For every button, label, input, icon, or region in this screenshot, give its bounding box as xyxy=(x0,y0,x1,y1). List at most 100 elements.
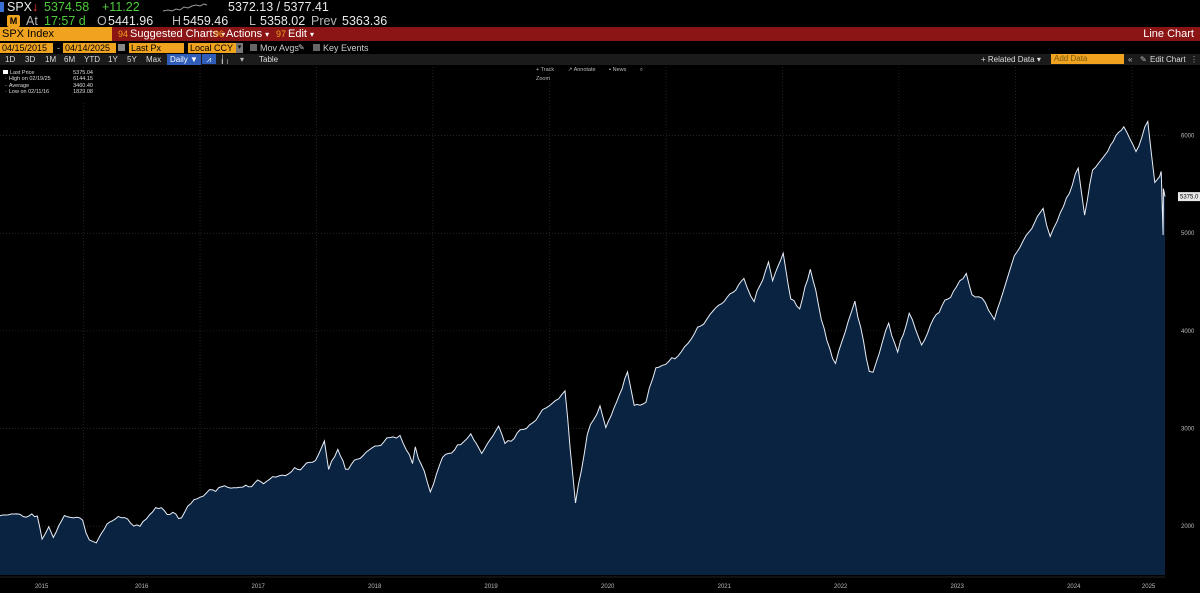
news-tool[interactable]: ▪ News xyxy=(609,67,627,73)
period-ytd[interactable]: YTD xyxy=(84,55,100,64)
related-data-menu[interactable]: + Related Data ▾ xyxy=(981,54,1041,65)
currency-select[interactable]: Local CCY xyxy=(188,43,236,53)
legend-value: 6144.15 xyxy=(73,76,93,83)
y-tick-label: 5000 xyxy=(1181,231,1195,237)
add-data-input[interactable]: Add Data xyxy=(1051,54,1124,64)
price-line xyxy=(0,119,1166,544)
trade-time: 17:57 d xyxy=(44,14,86,28)
legend-average: - Average 3460.40 xyxy=(3,83,95,89)
y-tick-label: 2000 xyxy=(1181,524,1195,530)
low-value: 5358.02 xyxy=(260,14,306,28)
related-data-label: Related Data xyxy=(987,55,1035,64)
period-max[interactable]: Max xyxy=(146,55,162,64)
ticker-symbol[interactable]: SPX xyxy=(7,0,33,14)
security-field[interactable]: SPX Index xyxy=(0,27,112,41)
legend-last-price: Last Price 5375.04 xyxy=(3,70,95,76)
period-3d[interactable]: 3D xyxy=(25,55,36,64)
legend-average-icon: - xyxy=(5,82,7,89)
last-price-tag-text: 5375.0 xyxy=(1180,195,1199,201)
x-tick-label: 2020 xyxy=(601,584,615,590)
annotate-tool-label: Annotate xyxy=(573,67,596,73)
period-1y[interactable]: 1Y xyxy=(108,55,118,64)
high-label: H xyxy=(172,14,182,28)
open-value: 5441.96 xyxy=(108,14,154,28)
x-tick-label: 2024 xyxy=(1067,584,1081,590)
news-tool-label: News xyxy=(612,67,627,73)
edit-menu[interactable]: 97 Edit ▾ xyxy=(276,27,314,42)
chart-legend: Last Price 5375.04 · High on 02/19/25 614… xyxy=(3,70,95,102)
collapse-icon[interactable]: « xyxy=(1128,55,1133,64)
legend-value: 5375.04 xyxy=(73,70,93,76)
quote-bar: SPX ↓ 5374.58 +11.22 5372.13 / 5377.41 M… xyxy=(0,0,1200,28)
line-chart-icon[interactable]: ⩘ xyxy=(202,54,216,64)
table-button[interactable]: Table xyxy=(259,55,279,64)
price-area xyxy=(0,121,1165,575)
period-6m[interactable]: 6M xyxy=(64,55,76,64)
actions-menu[interactable]: 96 Actions ▾ xyxy=(214,27,269,42)
open-label: O xyxy=(97,14,107,28)
period-5y[interactable]: 5Y xyxy=(127,55,137,64)
x-tick-label: 2023 xyxy=(950,584,964,590)
actions-label: Actions xyxy=(226,28,263,40)
calendar-icon[interactable] xyxy=(118,44,125,51)
bid-ask: 5372.13 / 5377.41 xyxy=(228,0,329,14)
suggested-charts-label: Suggested Charts xyxy=(130,28,219,40)
start-date-field[interactable]: 04/15/2015 xyxy=(0,43,53,53)
mov-avgs-checkbox[interactable] xyxy=(250,44,257,51)
y-axis: 2000 3000 4000 5000 6000 xyxy=(1181,134,1195,531)
legend-low-icon: · xyxy=(5,89,7,96)
annotation-toolbar: + Track ↗ Annotate ▪ News ⌕ Zoom xyxy=(536,66,664,82)
frequency-select[interactable]: Daily ▼ xyxy=(167,54,201,65)
legend-low: · Low on 02/11/16 1829.08 xyxy=(3,89,95,95)
x-axis: 2015 2016 2017 2018 2019 2020 2021 2022 2023 2024… xyxy=(0,576,1165,590)
chevron-down-icon: ▾ xyxy=(221,30,226,39)
end-date-field[interactable]: 04/14/2025 xyxy=(63,43,116,53)
suggested-charts-menu[interactable]: 94 Suggested Charts ▾ xyxy=(118,27,225,42)
mov-avgs-label: Mov Avgs xyxy=(260,43,299,53)
y-tick-label: 4000 xyxy=(1181,329,1195,335)
last-price-tag-box xyxy=(1178,192,1200,202)
last-price: 5374.58 xyxy=(44,0,90,14)
price-field-select[interactable]: Last Px xyxy=(129,43,184,53)
x-tick-label: 2025 xyxy=(1142,584,1156,590)
prev-value: 5363.36 xyxy=(342,14,388,28)
period-1d[interactable]: 1D xyxy=(5,55,16,64)
date-separator: - xyxy=(57,43,60,53)
chart-toolbar: 1D 3D 1M 6M YTD 1Y 5Y Max Daily ▼ ⩘ ╽╷ ▾… xyxy=(0,54,1200,65)
net-change: +11.22 xyxy=(102,0,140,14)
x-tick-label: 2015 xyxy=(35,584,49,590)
edit-number: 97 xyxy=(276,29,287,39)
y-tick-label: 6000 xyxy=(1181,134,1195,140)
view-title: Line Chart xyxy=(1143,28,1194,40)
legend-high-icon: · xyxy=(5,76,7,83)
more-icon[interactable]: ⋮ xyxy=(1190,55,1198,64)
period-1m[interactable]: 1M xyxy=(45,55,57,64)
bar-style-icon[interactable]: ╽╷ xyxy=(220,55,230,64)
price-type-icon[interactable]: M xyxy=(7,15,20,27)
edit-label: Edit xyxy=(288,28,307,40)
sparkline-icon xyxy=(162,3,208,12)
chevron-down-icon[interactable]: ▾ xyxy=(240,55,245,64)
legend-value: 3460.40 xyxy=(73,82,93,89)
security-marker xyxy=(0,2,4,12)
key-events-label: Key Events xyxy=(323,43,369,53)
zoom-tool[interactable]: ⌕ Zoom xyxy=(536,67,643,82)
legend-swatch xyxy=(3,70,8,74)
legend-label: Last Price xyxy=(10,70,35,76)
chevron-down-icon[interactable]: ▾ xyxy=(236,43,243,53)
key-events-checkbox[interactable] xyxy=(313,44,320,51)
track-tool[interactable]: + Track xyxy=(536,67,555,73)
down-arrow-icon: ↓ xyxy=(32,0,39,14)
suggested-charts-number: 94 xyxy=(118,29,129,39)
x-tick-label: 2019 xyxy=(484,584,498,590)
edit-chart-button[interactable]: Edit Chart xyxy=(1150,55,1186,64)
track-tool-label: Track xyxy=(540,67,555,73)
x-tick-label: 2018 xyxy=(368,584,382,590)
pencil-icon[interactable]: ✎ xyxy=(298,43,305,52)
time-label: At xyxy=(26,14,38,28)
legend-label: Low on 02/11/16 xyxy=(8,89,50,96)
pencil-icon[interactable]: ✎ xyxy=(1140,55,1147,64)
x-tick-label: 2017 xyxy=(252,584,266,590)
annotate-tool[interactable]: ↗ Annotate xyxy=(567,67,596,73)
